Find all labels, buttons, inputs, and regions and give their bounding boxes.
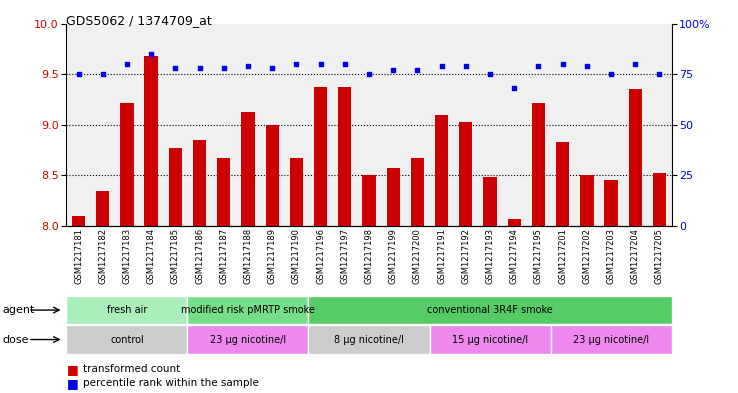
Point xyxy=(533,63,545,69)
Text: GSM1217200: GSM1217200 xyxy=(413,228,422,284)
Text: GSM1217196: GSM1217196 xyxy=(316,228,325,284)
Text: GSM1217195: GSM1217195 xyxy=(534,228,543,284)
Point xyxy=(460,63,472,69)
Text: GSM1217189: GSM1217189 xyxy=(268,228,277,284)
Text: GSM1217194: GSM1217194 xyxy=(510,228,519,284)
Text: GSM1217203: GSM1217203 xyxy=(607,228,615,284)
Point xyxy=(435,63,447,69)
Bar xyxy=(551,325,672,354)
Bar xyxy=(629,89,642,226)
Bar xyxy=(187,325,308,354)
Text: GSM1217183: GSM1217183 xyxy=(123,228,131,284)
Bar xyxy=(308,296,672,324)
Bar xyxy=(653,173,666,226)
Point xyxy=(508,85,520,92)
Bar xyxy=(266,125,279,226)
Text: GDS5062 / 1374709_at: GDS5062 / 1374709_at xyxy=(66,14,212,27)
Text: percentile rank within the sample: percentile rank within the sample xyxy=(83,378,258,388)
Bar xyxy=(411,158,424,226)
Bar xyxy=(72,216,85,226)
Point xyxy=(266,65,278,71)
Text: GSM1217190: GSM1217190 xyxy=(292,228,301,284)
Text: GSM1217191: GSM1217191 xyxy=(437,228,446,284)
Bar xyxy=(483,177,497,226)
Bar xyxy=(580,175,593,226)
Bar xyxy=(66,325,187,354)
Bar xyxy=(435,115,448,226)
Text: GSM1217184: GSM1217184 xyxy=(147,228,156,284)
Bar xyxy=(308,325,430,354)
Text: ■: ■ xyxy=(66,376,78,390)
Bar xyxy=(362,175,376,226)
Bar xyxy=(604,180,618,226)
Point xyxy=(363,71,375,77)
Text: conventional 3R4F smoke: conventional 3R4F smoke xyxy=(427,305,553,315)
Text: GSM1217186: GSM1217186 xyxy=(195,228,204,284)
Bar xyxy=(96,191,109,226)
Point xyxy=(630,61,641,67)
Text: agent: agent xyxy=(2,305,35,315)
Text: GSM1217182: GSM1217182 xyxy=(98,228,107,284)
Bar xyxy=(459,122,472,226)
Bar xyxy=(508,219,521,226)
Point xyxy=(218,65,230,71)
Text: 8 µg nicotine/l: 8 µg nicotine/l xyxy=(334,334,404,345)
Point xyxy=(484,71,496,77)
Bar xyxy=(145,56,158,226)
Point xyxy=(97,71,108,77)
Bar xyxy=(290,158,303,226)
Text: fresh air: fresh air xyxy=(107,305,147,315)
Text: GSM1217193: GSM1217193 xyxy=(486,228,494,284)
Text: GSM1217205: GSM1217205 xyxy=(655,228,664,284)
Text: 23 µg nicotine/l: 23 µg nicotine/l xyxy=(210,334,286,345)
Bar xyxy=(217,158,230,226)
Bar xyxy=(241,112,255,226)
Text: GSM1217187: GSM1217187 xyxy=(219,228,228,284)
Bar xyxy=(556,142,569,226)
Bar xyxy=(187,296,308,324)
Point xyxy=(654,71,666,77)
Bar xyxy=(193,140,206,226)
Bar xyxy=(66,296,187,324)
Text: GSM1217201: GSM1217201 xyxy=(558,228,567,284)
Bar xyxy=(338,87,351,226)
Point xyxy=(556,61,568,67)
Text: GSM1217202: GSM1217202 xyxy=(582,228,591,284)
Text: GSM1217188: GSM1217188 xyxy=(244,228,252,284)
Bar xyxy=(532,103,545,226)
Bar xyxy=(430,325,551,354)
Point xyxy=(170,65,182,71)
Text: 23 µg nicotine/l: 23 µg nicotine/l xyxy=(573,334,649,345)
Text: ■: ■ xyxy=(66,363,78,376)
Point xyxy=(412,67,424,73)
Point xyxy=(291,61,303,67)
Text: GSM1217199: GSM1217199 xyxy=(389,228,398,284)
Text: GSM1217204: GSM1217204 xyxy=(631,228,640,284)
Point xyxy=(387,67,399,73)
Text: GSM1217181: GSM1217181 xyxy=(74,228,83,284)
Bar xyxy=(169,148,182,226)
Text: GSM1217198: GSM1217198 xyxy=(365,228,373,284)
Text: dose: dose xyxy=(2,334,29,345)
Point xyxy=(605,71,617,77)
Text: GSM1217197: GSM1217197 xyxy=(340,228,349,284)
Text: control: control xyxy=(110,334,144,345)
Text: GSM1217185: GSM1217185 xyxy=(171,228,180,284)
Point xyxy=(339,61,351,67)
Point xyxy=(72,71,84,77)
Text: 15 µg nicotine/l: 15 µg nicotine/l xyxy=(452,334,528,345)
Point xyxy=(145,51,157,57)
Point xyxy=(314,61,326,67)
Bar xyxy=(120,103,134,226)
Point xyxy=(242,63,254,69)
Point xyxy=(581,63,593,69)
Bar xyxy=(314,87,327,226)
Point xyxy=(121,61,133,67)
Point xyxy=(193,65,205,71)
Text: transformed count: transformed count xyxy=(83,364,180,375)
Text: GSM1217192: GSM1217192 xyxy=(461,228,470,284)
Bar xyxy=(387,168,400,226)
Text: modified risk pMRTP smoke: modified risk pMRTP smoke xyxy=(181,305,315,315)
